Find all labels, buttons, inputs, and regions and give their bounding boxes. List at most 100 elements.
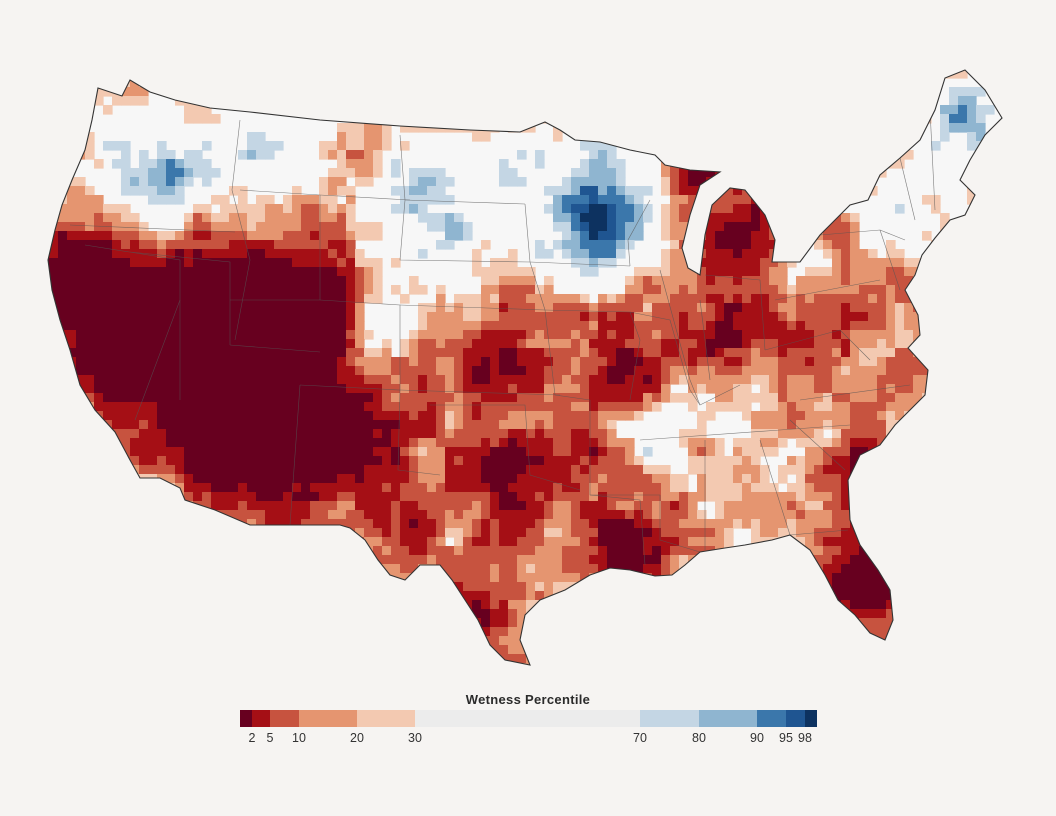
- grid-cell: [688, 96, 698, 106]
- grid-cell: [742, 438, 752, 448]
- grid-cell: [274, 78, 284, 88]
- grid-cell: [220, 96, 230, 106]
- grid-cell: [490, 465, 500, 475]
- grid-cell: [256, 375, 266, 385]
- grid-cell: [733, 231, 743, 241]
- grid-cell: [697, 357, 707, 367]
- grid-cell: [229, 501, 239, 511]
- grid-cell: [463, 321, 473, 331]
- grid-cell: [67, 483, 77, 493]
- grid-cell: [49, 195, 59, 205]
- grid-cell: [490, 492, 500, 502]
- grid-cell: [517, 483, 527, 493]
- grid-cell: [508, 303, 518, 313]
- grid-cell: [715, 303, 725, 313]
- grid-cell: [48, 303, 50, 313]
- grid-cell: [643, 285, 653, 295]
- grid-cell: [787, 483, 797, 493]
- grid-cell: [400, 492, 410, 502]
- grid-cell: [841, 474, 851, 484]
- grid-cell: [580, 420, 590, 430]
- grid-cell: [850, 70, 860, 79]
- grid-cell: [481, 348, 491, 358]
- grid-cell: [121, 60, 131, 70]
- grid-cell: [598, 429, 608, 439]
- grid-cell: [301, 348, 311, 358]
- grid-cell: [139, 420, 149, 430]
- us-wetness-map: [47, 60, 1013, 666]
- grid-cell: [328, 150, 338, 160]
- grid-cell: [418, 519, 428, 529]
- grid-cell: [328, 240, 338, 250]
- grid-cell: [895, 366, 905, 376]
- grid-cell: [94, 393, 104, 403]
- grid-cell: [868, 321, 878, 331]
- grid-cell: [220, 519, 230, 529]
- grid-cell: [958, 456, 968, 466]
- grid-cell: [238, 204, 248, 214]
- grid-cell: [733, 114, 743, 124]
- grid-cell: [67, 78, 77, 88]
- grid-cell: [1003, 528, 1013, 538]
- grid-cell: [139, 528, 149, 538]
- grid-cell: [967, 537, 977, 547]
- grid-cell: [688, 510, 698, 520]
- grid-cell: [157, 420, 167, 430]
- grid-cell: [202, 537, 212, 547]
- grid-cell: [247, 87, 257, 97]
- grid-cell: [517, 447, 527, 457]
- grid-cell: [877, 276, 887, 286]
- grid-cell: [850, 411, 860, 421]
- grid-cell: [517, 384, 527, 394]
- grid-cell: [967, 366, 977, 376]
- grid-cell: [48, 501, 50, 511]
- grid-cell: [679, 294, 689, 304]
- grid-cell: [292, 474, 302, 484]
- grid-cell: [49, 357, 59, 367]
- grid-cell: [139, 159, 149, 169]
- grid-cell: [931, 348, 941, 358]
- grid-cell: [202, 330, 212, 340]
- grid-cell: [634, 114, 644, 124]
- grid-cell: [787, 303, 797, 313]
- grid-cell: [85, 510, 95, 520]
- grid-cell: [58, 492, 68, 502]
- grid-cell: [760, 393, 770, 403]
- grid-cell: [985, 420, 995, 430]
- grid-cell: [499, 105, 509, 115]
- grid-cell: [904, 546, 914, 556]
- grid-cell: [319, 474, 329, 484]
- grid-cell: [805, 528, 815, 538]
- grid-cell: [535, 285, 545, 295]
- grid-cell: [48, 312, 50, 322]
- grid-cell: [247, 420, 257, 430]
- grid-cell: [661, 222, 671, 232]
- grid-cell: [571, 474, 581, 484]
- grid-cell: [976, 420, 986, 430]
- grid-cell: [391, 483, 401, 493]
- grid-cell: [976, 384, 986, 394]
- grid-cell: [643, 546, 653, 556]
- grid-cell: [256, 303, 266, 313]
- grid-cell: [859, 420, 869, 430]
- grid-cell: [769, 105, 779, 115]
- grid-cell: [940, 375, 950, 385]
- grid-cell: [346, 195, 356, 205]
- grid-cell: [94, 483, 104, 493]
- grid-cell: [715, 483, 725, 493]
- grid-cell: [211, 519, 221, 529]
- grid-cell: [544, 411, 554, 421]
- grid-cell: [616, 537, 626, 547]
- grid-cell: [310, 402, 320, 412]
- grid-cell: [886, 447, 896, 457]
- grid-cell: [454, 483, 464, 493]
- grid-cell: [202, 285, 212, 295]
- grid-cell: [490, 438, 500, 448]
- grid-cell: [913, 294, 923, 304]
- grid-cell: [391, 537, 401, 547]
- grid-cell: [571, 348, 581, 358]
- grid-cell: [679, 366, 689, 376]
- grid-cell: [976, 438, 986, 448]
- grid-cell: [715, 366, 725, 376]
- grid-cell: [571, 87, 581, 97]
